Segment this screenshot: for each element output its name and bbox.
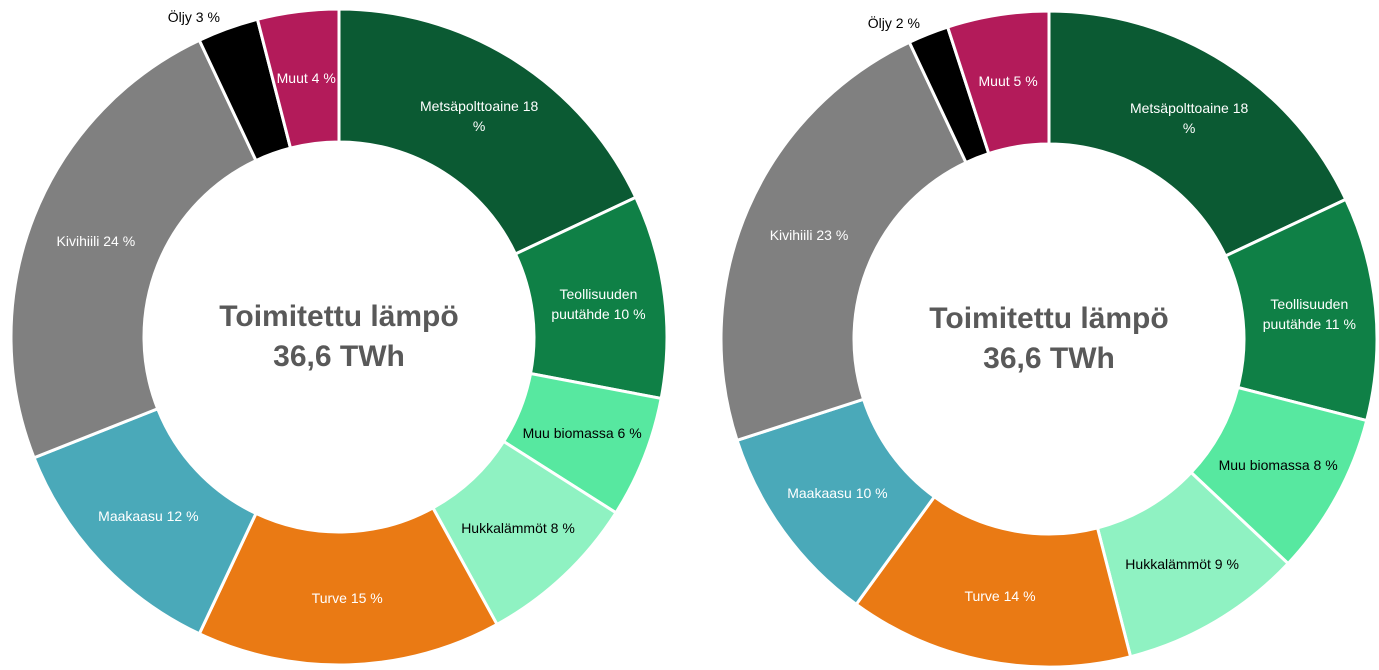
value-label: 10 % [613,306,646,323]
value-label: 9 % [1214,556,1239,573]
data-label: Maakaasu 10 % [777,483,897,503]
value-label: 4 % [311,69,336,86]
data-label: Öljy 2 % [834,13,954,33]
value-label: 23 % [816,227,849,244]
data-label: Muut 5 % [948,71,1068,91]
data-label: Öljy 3 % [134,7,254,27]
data-label: Muu biomassa 6 % [522,423,642,443]
value-label: 8 % [1313,456,1338,473]
category-label: Öljy [867,14,892,31]
center-label: Toimitettu lämpö 36,6 TWh [189,297,489,377]
category-label: Öljy [167,9,192,26]
value-label: 14 % [1003,587,1036,604]
value-label: 24 % [103,232,136,249]
data-label: Teollisuuden puutähde 10 % [538,284,658,324]
value-label: 15 % [350,590,383,607]
category-label: Maakaasu [787,484,852,501]
data-label: Hukkalämmöt 9 % [1122,554,1242,574]
category-label: Metsäpolttoaine [419,98,519,115]
center-label: Toimitettu lämpö 36,6 TWh [899,299,1199,379]
value-label: 2 % [895,14,920,31]
value-label: 8 % [550,519,575,536]
data-label: Maakaasu 12 % [88,506,208,526]
category-label: Muut [276,69,308,86]
data-label: Metsäpolttoaine 18 % [419,96,539,136]
data-label: Kivihiili 23 % [749,225,869,245]
category-label: Teollisuuden puutähde [1262,296,1349,333]
data-label: Turve 15 % [287,588,407,608]
data-label: Muu biomassa 8 % [1218,455,1338,475]
category-label: Turve [311,590,347,607]
data-label: Teollisuuden puutähde 11 % [1249,294,1369,334]
value-label: 5 % [1013,72,1038,89]
value-label: 10 % [855,484,888,501]
category-label: Maakaasu [98,508,163,524]
donut-segment [9,38,258,460]
donut-segment [255,7,341,150]
category-label: Teollisuuden puutähde [551,286,638,323]
value-label: 3 % [195,9,220,26]
category-label: Hukkalämmöt [1125,556,1211,573]
chart-subtitle: 36,6 TWh [273,340,405,373]
value-label: 18 % [1182,100,1249,137]
value-label: 11 % [1325,316,1356,333]
donut-segment [719,40,968,443]
chart-title: Toimitettu lämpö [219,300,459,333]
chart-subtitle: 36,6 TWh [983,342,1115,375]
data-label: Turve 14 % [940,586,1060,606]
donut-segment [945,9,1051,156]
value-label: 18 % [472,98,539,135]
category-label: Muut [978,72,1010,89]
category-label: Turve [964,587,1000,604]
category-label: Muu biomassa [522,425,614,442]
data-label: Metsäpolttoaine 18 % [1129,98,1249,138]
value-label: 12 % [166,508,199,524]
category-label: Kivihiili [56,232,100,249]
category-label: Hukkalämmöt [461,519,547,536]
donut-segment [1047,9,1348,258]
donut-segment [854,494,1133,669]
chart-title: Toimitettu lämpö [929,302,1169,335]
donut-segment [337,7,638,256]
category-label: Kivihiili [769,227,813,244]
data-label: Hukkalämmöt 8 % [458,518,578,538]
donut-segment [197,505,500,667]
data-label: Kivihiili 24 % [36,231,156,251]
category-label: Metsäpolttoaine [1129,100,1229,117]
value-label: 6 % [617,425,642,442]
category-label: Muu biomassa [1218,456,1310,473]
data-label: Muut 4 % [246,68,366,88]
